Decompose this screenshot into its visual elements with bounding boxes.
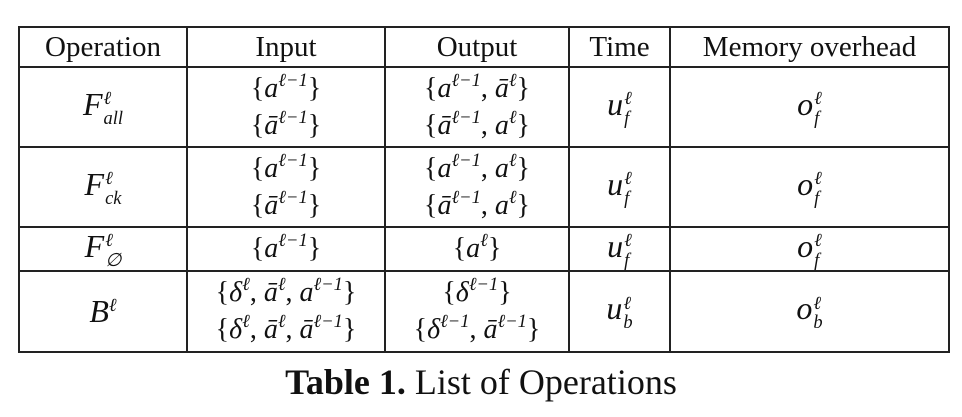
output-line-1: {δℓ−1}: [442, 274, 512, 309]
cell-input: {aℓ−1} {āℓ−1}: [186, 146, 386, 228]
table-caption: Table 1. List of Operations: [0, 360, 962, 404]
header-operation: Operation: [18, 26, 188, 68]
input-line-1: {δℓ, āℓ, aℓ−1}: [215, 274, 357, 309]
output-line-2: {δℓ−1, āℓ−1}: [413, 311, 541, 346]
cell-input: {aℓ−1} {āℓ−1}: [186, 66, 386, 148]
output-line-1: {aℓ}: [452, 230, 502, 265]
input-line-1: {aℓ−1}: [250, 230, 322, 265]
caption-label: Table 1.: [285, 362, 406, 402]
output-line-1: {aℓ−1, aℓ}: [424, 149, 530, 184]
op-symbol: F: [82, 86, 103, 122]
input-line-2: {āℓ−1}: [250, 106, 322, 141]
input-line-1: {aℓ−1}: [250, 69, 322, 104]
caption-text: List of Operations: [405, 362, 677, 402]
operations-table-container: Operation Input Output Time Memory overh…: [18, 26, 950, 353]
cell-input: {δℓ, āℓ, aℓ−1} {δℓ, āℓ, āℓ−1}: [186, 269, 386, 353]
header-input: Input: [186, 26, 386, 68]
input-line-2: {āℓ−1}: [250, 186, 322, 221]
table-header-row: Operation Input Output Time Memory overh…: [18, 26, 950, 68]
output-line-2: {āℓ−1, aℓ}: [424, 106, 530, 141]
header-memory-overhead: Memory overhead: [669, 26, 950, 68]
cell-output: {aℓ}: [384, 226, 570, 272]
operations-table: Operation Input Output Time Memory overh…: [18, 26, 950, 353]
header-output: Output: [384, 26, 570, 68]
input-line-1: {aℓ−1}: [250, 149, 322, 184]
cell-output: {aℓ−1, āℓ} {āℓ−1, aℓ}: [384, 66, 570, 148]
cell-input: {aℓ−1}: [186, 226, 386, 272]
output-line-2: {āℓ−1, aℓ}: [424, 186, 530, 221]
input-line-2: {δℓ, āℓ, āℓ−1}: [215, 311, 357, 346]
cell-operation: Bℓ: [18, 269, 188, 353]
header-time: Time: [568, 26, 671, 68]
cell-output: {aℓ−1, aℓ} {āℓ−1, aℓ}: [384, 146, 570, 228]
cell-output: {δℓ−1} {δℓ−1, āℓ−1}: [384, 269, 570, 353]
output-line-1: {aℓ−1, āℓ}: [424, 69, 530, 104]
table-row-b: Bℓ {δℓ, āℓ, aℓ−1} {δℓ, āℓ, āℓ−1} {δℓ−1} …: [18, 269, 950, 353]
